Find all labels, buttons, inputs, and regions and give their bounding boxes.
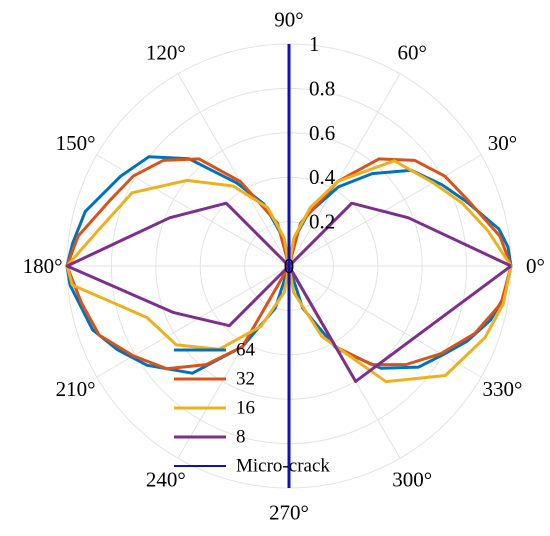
radial-tick-label: 0 bbox=[284, 254, 295, 278]
angle-tick-label: 330° bbox=[482, 377, 522, 401]
angle-tick-label: 30° bbox=[488, 131, 517, 155]
grid-spoke bbox=[288, 73, 401, 267]
radial-tick-label: 0.2 bbox=[309, 210, 335, 234]
angle-tick-label: 210° bbox=[56, 377, 96, 401]
series-line-32 bbox=[65, 157, 513, 371]
legend-label-16: 16 bbox=[236, 398, 255, 419]
series-group bbox=[65, 44, 513, 488]
angle-tick-label: 270° bbox=[269, 500, 309, 524]
legend: 64 32 16 8 Micro-crack bbox=[174, 340, 330, 477]
legend-label-micro-crack: Micro-crack bbox=[236, 456, 330, 477]
radial-labels: 0 0.2 0.4 0.6 0.8 1 bbox=[284, 32, 336, 278]
angle-labels: 0° 30° 60° 90° 120° 150° 180° 210° 240° 270° 300° 3… bbox=[23, 8, 545, 525]
angle-tick-label: 0° bbox=[526, 254, 545, 278]
angle-tick-label: 300° bbox=[392, 467, 432, 491]
legend-label-64: 64 bbox=[236, 340, 256, 361]
series-line-64 bbox=[65, 155, 513, 375]
angle-tick-label: 120° bbox=[146, 41, 186, 65]
angle-tick-label: 60° bbox=[397, 41, 426, 65]
angle-tick-label: 150° bbox=[56, 131, 96, 155]
radial-tick-label: 0.8 bbox=[309, 76, 335, 100]
legend-label-32: 32 bbox=[236, 369, 255, 390]
grid-spoke bbox=[96, 265, 290, 378]
radial-tick-label: 1 bbox=[309, 32, 320, 56]
series-line-8 bbox=[65, 201, 512, 383]
grid-spoke bbox=[177, 73, 290, 267]
angle-tick-label: 240° bbox=[146, 467, 186, 491]
angle-tick-label: 90° bbox=[274, 8, 303, 32]
radial-tick-label: 0.6 bbox=[309, 121, 335, 145]
grid-spoke bbox=[288, 265, 482, 378]
legend-label-8: 8 bbox=[236, 427, 246, 448]
angle-tick-label: 180° bbox=[23, 254, 63, 278]
radial-tick-label: 0.4 bbox=[309, 165, 336, 189]
